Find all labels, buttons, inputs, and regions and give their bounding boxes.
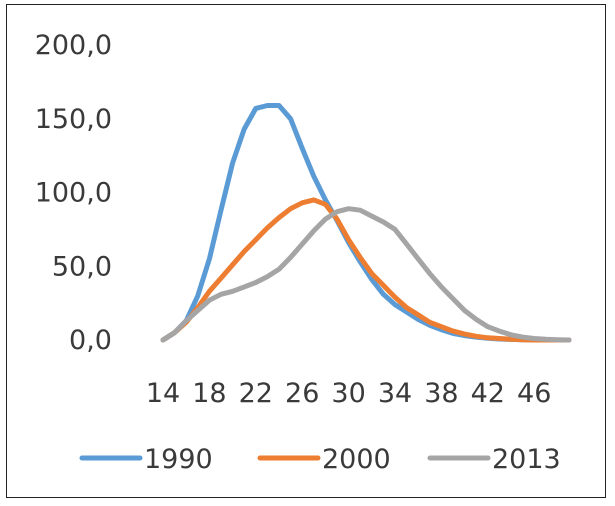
y-tick-label: 50,0 (52, 251, 112, 282)
x-tick-label: 46 (517, 378, 551, 409)
x-axis-ticks: 14 18 22 26 30 34 38 42 46 (146, 378, 552, 409)
x-tick-label: 42 (471, 378, 505, 409)
x-tick-label: 26 (285, 378, 319, 409)
legend: 1990 2000 2013 (79, 444, 561, 475)
x-tick-label: 22 (239, 378, 273, 409)
y-axis-ticks: 0,0 50,0 100,0 150,0 200,0 (35, 30, 112, 356)
y-tick-label: 200,0 (35, 30, 112, 61)
y-tick-label: 150,0 (35, 104, 112, 135)
y-tick-label: 100,0 (35, 178, 112, 209)
legend-label-2013: 2013 (492, 444, 561, 475)
x-tick-label: 18 (192, 378, 226, 409)
y-tick-label: 0,0 (69, 325, 112, 356)
series-line-2000 (160, 197, 572, 343)
x-tick-label: 38 (424, 378, 458, 409)
series-line-1990 (160, 103, 572, 343)
x-tick-label: 34 (378, 378, 412, 409)
x-tick-label: 14 (146, 378, 180, 409)
legend-label-2000: 2000 (322, 444, 391, 475)
legend-label-1990: 1990 (144, 444, 213, 475)
chart-frame (6, 4, 606, 498)
series-lines (160, 103, 572, 343)
series-line-2013 (160, 206, 572, 343)
x-tick-label: 30 (331, 378, 365, 409)
